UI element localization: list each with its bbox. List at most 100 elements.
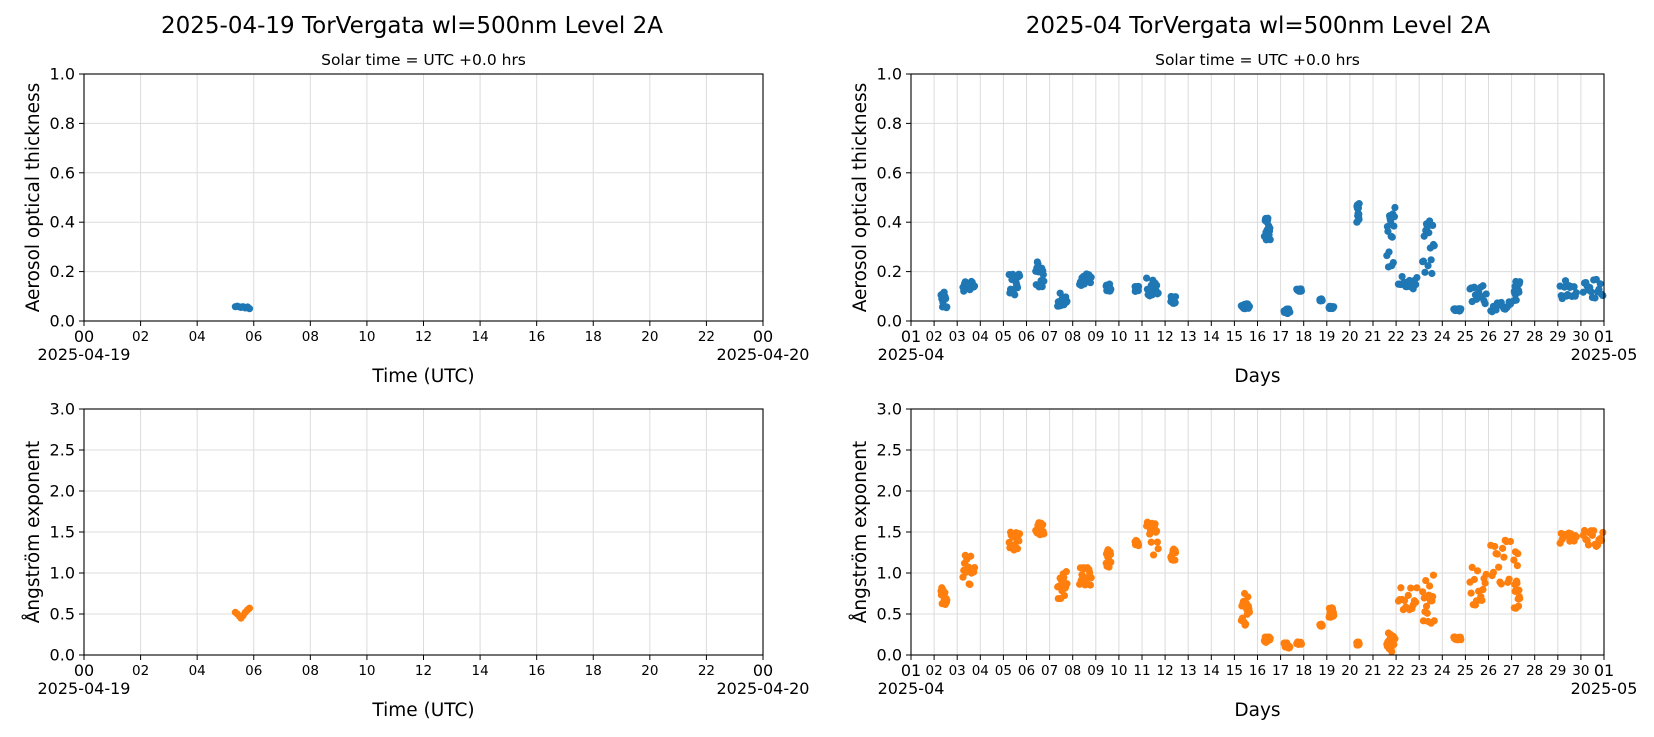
data-point: [1422, 602, 1431, 610]
data-point: [1107, 558, 1115, 566]
y-axis-label: Aerosol optical thickness: [850, 83, 871, 313]
data-point: [1286, 643, 1294, 651]
y-tick-label: 1.0: [50, 65, 75, 84]
data-point: [1087, 574, 1095, 582]
data-point: [1424, 262, 1432, 270]
data-point: [943, 303, 951, 311]
data-point: [1143, 274, 1151, 282]
data-point: [1430, 617, 1438, 625]
x-tick-label: 16: [1249, 329, 1266, 345]
x-date-label-left: 2025-04-19: [38, 679, 131, 698]
data-point: [1154, 545, 1162, 553]
x-tick-label: 14: [471, 663, 488, 679]
y-tick-label: 0.5: [50, 605, 75, 624]
data-point: [1151, 520, 1159, 528]
data-point: [1590, 527, 1598, 535]
data-point: [1584, 541, 1593, 549]
data-point: [1419, 588, 1427, 596]
data-point: [1515, 586, 1523, 594]
data-point: [1264, 214, 1272, 222]
data-point: [1457, 636, 1465, 644]
y-tick-label: 1.5: [877, 523, 902, 542]
data-point: [1419, 257, 1428, 265]
data-point: [1355, 210, 1363, 218]
x-tick-label: 02: [132, 663, 149, 679]
x-tick-label: 29: [1549, 329, 1566, 345]
data-point: [1516, 278, 1524, 286]
data-point: [1297, 640, 1305, 648]
x-date-label-left: 2025-04: [878, 345, 945, 364]
data-point: [1391, 203, 1399, 212]
x-tick-label: 08: [1064, 663, 1081, 679]
chart-subtitle: Solar time = UTC +0.0 hrs: [321, 51, 526, 69]
data-point: [1481, 300, 1489, 308]
x-tick-label: 21: [1364, 663, 1381, 679]
data-point: [245, 305, 254, 313]
data-point: [1430, 242, 1438, 250]
x-tick-label: 13: [1180, 663, 1197, 679]
x-tick-label: 19: [1318, 329, 1335, 345]
x-date-label-right: 2025-05: [1571, 345, 1638, 364]
x-tick-label: 12: [415, 663, 432, 679]
data-point: [1425, 582, 1434, 590]
x-tick-label: 02: [926, 663, 943, 679]
x-tick-label: 29: [1549, 663, 1566, 679]
x-tick-label: 18: [585, 329, 602, 345]
data-point: [1421, 268, 1429, 276]
data-point: [1266, 634, 1274, 642]
data-point: [1015, 537, 1023, 545]
x-tick-label: 02: [132, 329, 149, 345]
x-tick-label: 28: [1526, 329, 1543, 345]
data-point: [1599, 528, 1607, 537]
data-point: [1087, 273, 1095, 281]
data-point: [1391, 635, 1399, 643]
data-point: [1513, 562, 1521, 570]
data-point: [1318, 621, 1326, 629]
x-tick-label: 06: [1018, 663, 1035, 679]
data-point: [1482, 290, 1490, 298]
y-tick-label: 0.0: [877, 312, 902, 331]
x-tick-label: 10: [358, 663, 375, 679]
x-tick-label: 05: [995, 329, 1012, 345]
data-point: [1481, 579, 1489, 587]
y-tick-label: 1.0: [877, 65, 902, 84]
data-point: [1153, 538, 1161, 546]
x-tick-label: 20: [641, 329, 658, 345]
data-point: [1413, 584, 1421, 592]
x-tick-label: 18: [1295, 329, 1312, 345]
data-point: [1153, 527, 1161, 535]
data-point: [1134, 282, 1143, 291]
y-tick-label: 0.2: [877, 262, 902, 281]
y-tick-label: 0.4: [50, 213, 75, 232]
data-point: [943, 596, 951, 604]
x-tick-label: 00: [74, 661, 94, 680]
x-tick-label: 19: [1318, 663, 1335, 679]
data-point: [1013, 545, 1022, 553]
data-point: [1040, 277, 1048, 285]
x-tick-label: 14: [1203, 329, 1220, 345]
y-tick-label: 2.0: [50, 482, 75, 501]
chart-subtitle: Solar time = UTC +0.0 hrs: [1155, 51, 1360, 69]
x-tick-label: 10: [1110, 329, 1127, 345]
x-tick-label: 21: [1364, 329, 1381, 345]
x-tick-label: 00: [753, 661, 773, 680]
x-axis-label: Time (UTC): [371, 700, 474, 721]
data-point: [1266, 236, 1274, 244]
y-tick-label: 0.4: [877, 213, 902, 232]
data-point: [1489, 568, 1498, 577]
data-point: [1516, 594, 1524, 603]
y-axis-label: Ångström exponent: [22, 441, 44, 624]
y-tick-label: 1.5: [50, 523, 75, 542]
x-tick-label: 12: [1157, 329, 1174, 345]
x-tick-label: 28: [1526, 663, 1543, 679]
data-point: [1015, 272, 1024, 280]
monthly-angstrom-panel: 01 02 03 04 05 06 07 08 09 10 11 12 13 14 15 16 17 18 19 20…: [849, 400, 1637, 722]
data-point: [1388, 647, 1396, 656]
data-point: [1015, 530, 1024, 538]
x-tick-label: 08: [302, 663, 319, 679]
x-tick-label: 04: [972, 663, 989, 679]
data-point: [942, 295, 950, 303]
x-tick-label: 03: [949, 663, 966, 679]
data-point: [1478, 596, 1486, 604]
data-point: [1457, 305, 1465, 313]
